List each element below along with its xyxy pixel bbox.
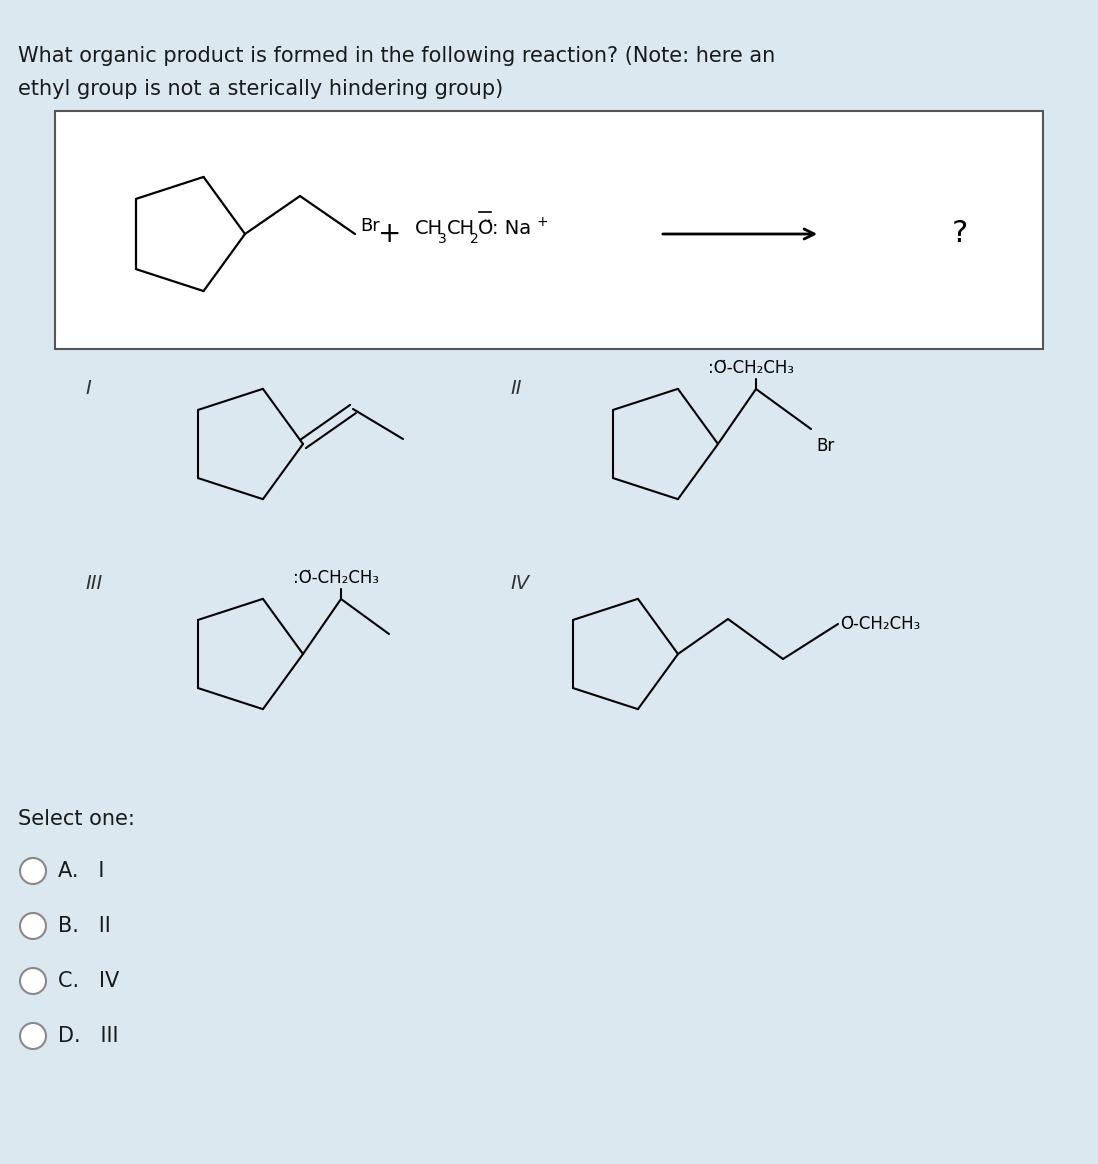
Circle shape — [20, 968, 46, 994]
Text: III: III — [85, 574, 102, 592]
Text: I: I — [85, 379, 91, 398]
Text: : Na: : Na — [492, 220, 531, 239]
Text: CH: CH — [447, 220, 475, 239]
Text: :Ö-CH₂CH₃: :Ö-CH₂CH₃ — [708, 359, 794, 377]
Text: A.   I: A. I — [58, 861, 104, 881]
Text: +: + — [536, 215, 548, 229]
Text: +: + — [379, 220, 402, 248]
Text: :Ö-CH₂CH₃: :Ö-CH₂CH₃ — [293, 569, 379, 587]
Text: B.   II: B. II — [58, 916, 111, 936]
Text: Select one:: Select one: — [18, 809, 135, 829]
Text: ethyl group is not a sterically hindering group): ethyl group is not a sterically hinderin… — [18, 79, 503, 99]
Text: Br: Br — [816, 436, 834, 455]
Text: 2: 2 — [470, 232, 479, 246]
Text: II: II — [509, 379, 522, 398]
Text: 3: 3 — [438, 232, 447, 246]
Text: D.   III: D. III — [58, 1025, 119, 1046]
Text: IV: IV — [509, 574, 529, 592]
Text: Ö: Ö — [478, 220, 493, 239]
Circle shape — [20, 1023, 46, 1049]
Text: CH: CH — [415, 220, 444, 239]
Text: ?: ? — [952, 220, 968, 248]
Text: C.   IV: C. IV — [58, 971, 120, 991]
Text: Ö-CH₂CH₃: Ö-CH₂CH₃ — [840, 615, 920, 633]
Circle shape — [20, 913, 46, 939]
Circle shape — [20, 858, 46, 883]
Text: What organic product is formed in the following reaction? (Note: here an: What organic product is formed in the fo… — [18, 47, 775, 66]
Text: Br: Br — [360, 217, 380, 235]
Bar — [55, 111, 1043, 349]
